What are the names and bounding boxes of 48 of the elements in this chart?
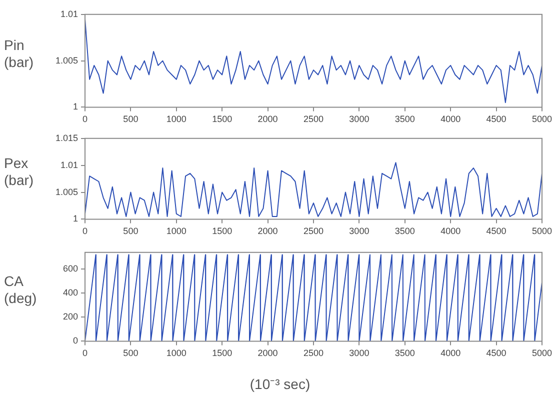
y-tick-label: 1.015 — [55, 132, 78, 143]
x-tick-label: 2500 — [303, 348, 324, 358]
y-tick-label: 1.01 — [60, 8, 78, 19]
x-tick-label: 3000 — [349, 348, 370, 358]
x-tick-label: 1000 — [166, 226, 186, 236]
x-tick-label: 4000 — [440, 348, 461, 358]
x-tick-label: 1500 — [212, 114, 232, 124]
x-tick-label: 3500 — [394, 226, 415, 236]
x-tick-label: 2500 — [303, 114, 324, 124]
x-tick-label: 3000 — [349, 114, 370, 124]
y-axis-title: CA (deg) — [4, 273, 38, 307]
x-tick-label: 0 — [82, 226, 88, 236]
y-tick-label: 600 — [62, 264, 78, 274]
y-tick-label: 0 — [72, 336, 78, 346]
x-tick-label: 500 — [123, 348, 138, 358]
x-tick-label: 4000 — [440, 114, 461, 124]
y-tick-label: 200 — [62, 312, 78, 322]
x-tick-label: 3500 — [394, 114, 415, 124]
x-tick-label: 2000 — [258, 114, 278, 124]
x-tick-label: 3500 — [394, 348, 415, 358]
x-tick-label: 1500 — [212, 226, 232, 236]
y-tick-label: 1 — [72, 102, 78, 112]
x-tick-label: 1500 — [212, 348, 232, 358]
x-tick-label: 5000 — [532, 226, 552, 236]
x-tick-label: 2000 — [258, 226, 278, 236]
x-tick-label: 5000 — [532, 114, 552, 124]
x-tick-label: 500 — [123, 114, 138, 124]
x-tick-label: 2000 — [258, 348, 278, 358]
y-axis-title: Pin (bar) — [4, 37, 35, 71]
x-tick-label: 4500 — [486, 226, 506, 236]
x-tick-label: 2500 — [303, 226, 324, 236]
y-tick-label: 1 — [72, 214, 78, 224]
y-tick-label: 1.005 — [55, 55, 78, 66]
y-tick-label: 1.01 — [60, 160, 78, 170]
x-tick-label: 500 — [123, 226, 138, 236]
x-tick-label: 4500 — [486, 348, 506, 358]
x-tick-label: 1000 — [166, 348, 186, 358]
y-tick-label: 1.005 — [55, 186, 78, 197]
x-tick-label: 3000 — [349, 226, 370, 236]
x-tick-label: 4500 — [486, 114, 506, 124]
x-tick-label: 0 — [82, 114, 88, 124]
x-tick-label: 4000 — [440, 226, 461, 236]
x-tick-label: 5000 — [532, 348, 552, 358]
x-axis-title: (10⁻³ sec) — [248, 375, 312, 393]
x-tick-label: 0 — [82, 348, 88, 358]
y-tick-label: 400 — [62, 288, 78, 298]
x-tick-label: 1000 — [166, 114, 186, 124]
y-axis-title: Pex (bar) — [4, 155, 35, 189]
